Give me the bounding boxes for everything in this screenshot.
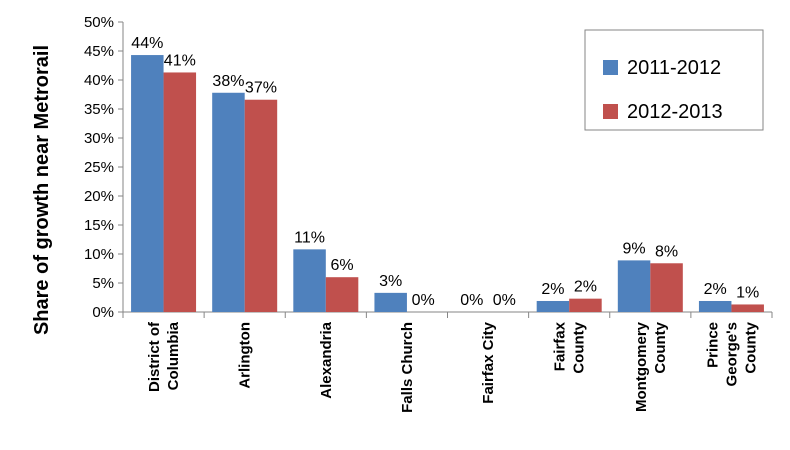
data-label: 9% [623, 240, 646, 257]
category-label-line: George's [723, 322, 740, 386]
legend-swatch [603, 104, 618, 119]
y-tick-label: 0% [92, 304, 114, 321]
category-label: Alexandria [318, 321, 335, 398]
data-label: 11% [294, 229, 325, 246]
data-label: 0% [460, 292, 483, 309]
category-label: Fairfax City [480, 321, 497, 403]
y-tick-label: 35% [84, 101, 114, 118]
y-tick-label: 30% [84, 130, 114, 147]
legend: 2011-2012 2012-2013 [584, 29, 764, 131]
legend-entry: 2011-2012 [627, 57, 721, 79]
y-tick-label: 50% [84, 14, 114, 31]
bar-2011-2012-3 [374, 292, 407, 312]
category-label: District of Columbia [146, 321, 182, 392]
data-label: 8% [655, 243, 678, 260]
category-label-line: Prince [704, 322, 721, 368]
data-label: 0% [493, 292, 516, 309]
category-label-line: County [652, 321, 669, 373]
bar-2011-2012-7 [698, 300, 732, 312]
data-label: 0% [412, 292, 435, 309]
category-label-line: County [571, 321, 588, 373]
data-label: 6% [331, 257, 354, 274]
category-label-line: Columbia [165, 321, 182, 390]
category-label-line: Fairfax City [480, 321, 497, 403]
bar-2012-2013-1 [244, 99, 278, 312]
bar-2011-2012-1 [212, 92, 245, 312]
category-label-line: Falls Church [399, 322, 416, 413]
category-labels: District of Columbia Arlington Alexandria Fa… [146, 321, 759, 413]
data-label: 2% [574, 279, 597, 296]
category-label-line: Fairfax [552, 321, 569, 371]
data-label: 38% [212, 73, 244, 90]
category-label: Fairfax County [552, 321, 588, 373]
y-tick-label: 20% [84, 188, 114, 205]
category-label: Arlington [237, 322, 254, 389]
bar-2011-2012-5 [536, 300, 570, 312]
bar-2012-2013-7 [731, 304, 764, 312]
data-label: 3% [379, 273, 402, 290]
category-label-line: County [742, 321, 759, 373]
y-tick-label: 45% [84, 43, 114, 60]
data-label: 37% [245, 80, 277, 97]
category-label-line: Montgomery [633, 321, 650, 412]
y-tick-label: 15% [84, 217, 114, 234]
bar-2011-2012-0 [131, 55, 164, 313]
y-tick-label: 5% [92, 275, 114, 292]
y-tick-label: 10% [84, 246, 114, 263]
category-label: Prince George's County [704, 321, 759, 386]
category-label: Montgomery County [633, 321, 669, 412]
bar-2012-2013-2 [325, 277, 359, 312]
data-labels: 44%41% 38% 37% 11% 6% 3% 0% 0% 0% 2% 2% 9% 8% 2% 1% [131, 35, 759, 309]
y-axis-label: Share of growth near Metrorail [31, 45, 53, 335]
bar-2012-2013-0 [163, 72, 197, 313]
bar-2011-2012-2 [293, 249, 326, 312]
bars [131, 55, 764, 313]
y-tick-label: 40% [84, 72, 114, 89]
data-label: 1% [736, 284, 759, 301]
bar-2011-2012-6 [617, 260, 651, 312]
data-label: 2% [541, 281, 564, 298]
category-label-line: Arlington [237, 322, 254, 389]
data-label: 44% [131, 35, 163, 52]
y-tick-labels: 0% 5% 10% 15% 20% 25% 30% 35% 40% 45% 50% [84, 14, 114, 321]
y-tick-label: 25% [84, 159, 114, 176]
legend-swatch [603, 60, 618, 75]
data-label: 2% [704, 281, 727, 298]
category-label-line: Alexandria [318, 321, 335, 398]
bar-2012-2013-5 [569, 298, 602, 312]
data-label: 41% [164, 52, 196, 69]
legend-entry: 2012-2013 [627, 101, 723, 123]
category-label: Falls Church [399, 322, 416, 413]
category-label-line: District of [146, 321, 163, 392]
bar-2012-2013-6 [650, 263, 683, 312]
